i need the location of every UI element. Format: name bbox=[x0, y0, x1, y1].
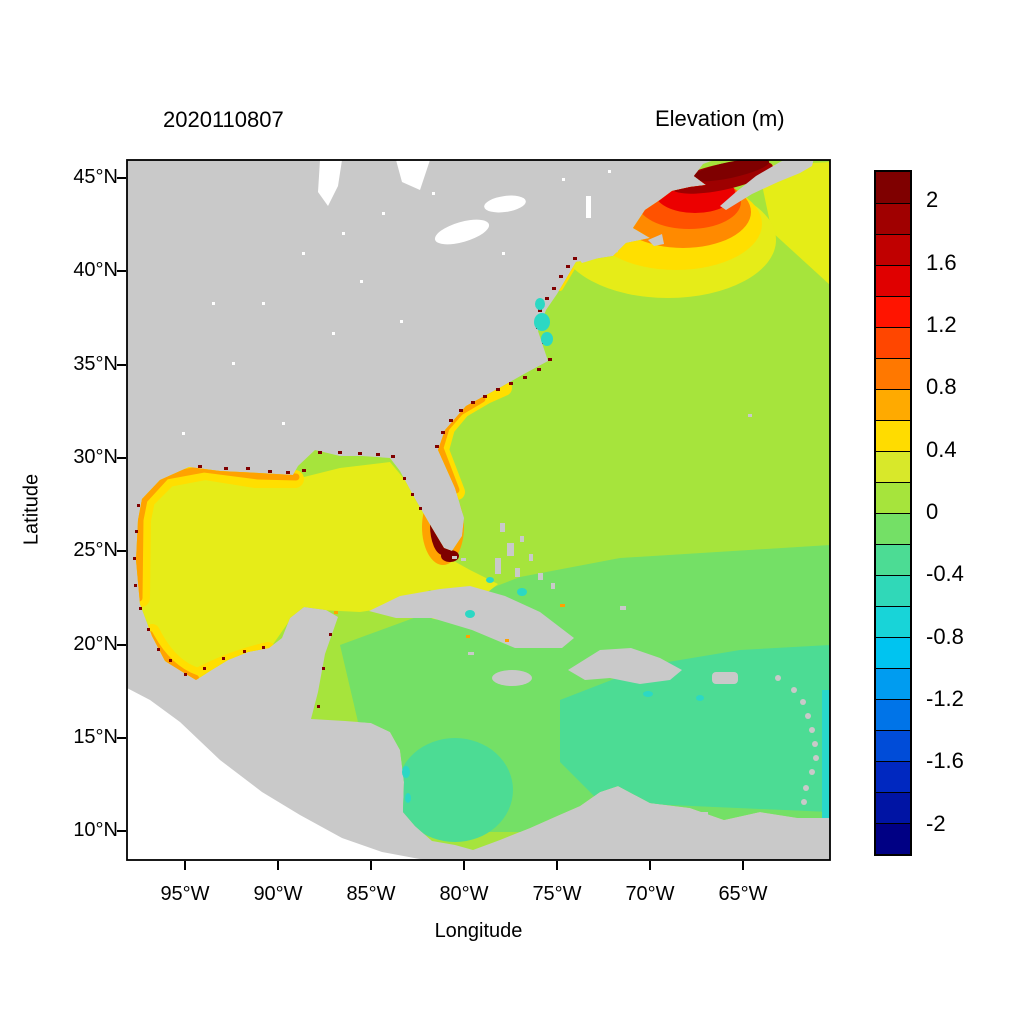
lake-erie bbox=[434, 219, 490, 245]
y-tick-mark bbox=[117, 363, 126, 366]
y-tick-mark bbox=[117, 177, 126, 179]
turks-caicos bbox=[620, 606, 626, 610]
colorbar-band bbox=[876, 358, 910, 389]
colorbar-tick-label: 1.6 bbox=[926, 249, 957, 275]
colorbar-band bbox=[876, 544, 910, 575]
gulf-of-mexico-region bbox=[136, 462, 498, 680]
colorbar-tick-label: 0 bbox=[926, 499, 939, 524]
y-tick-label: 35°N bbox=[73, 352, 118, 375]
colorbar-tick-label: -1.6 bbox=[926, 748, 964, 774]
y-tick-mark bbox=[117, 550, 126, 553]
x-tick-label: 75°W bbox=[532, 883, 582, 905]
x-tick-mark bbox=[649, 861, 651, 870]
hispaniola-island bbox=[568, 648, 682, 684]
sw-caribbean-teal-region bbox=[397, 738, 513, 842]
se-caribbean-region bbox=[560, 645, 830, 812]
y-tick-label: 30°N bbox=[73, 445, 118, 468]
colorbar-band bbox=[876, 637, 910, 668]
pacific-outside-domain bbox=[127, 688, 425, 860]
lake-michigan bbox=[318, 160, 342, 206]
colorbar-band bbox=[876, 296, 910, 327]
colorbar-band bbox=[876, 451, 910, 482]
y-axis-label: Latitude bbox=[20, 473, 43, 546]
colorbar-tick-label: -0.4 bbox=[926, 561, 964, 587]
y-tick-label: 40°N bbox=[73, 259, 118, 282]
lake-ontario bbox=[484, 195, 526, 213]
colorbar-tick-label: -0.8 bbox=[926, 623, 964, 649]
bermuda-island bbox=[748, 414, 752, 417]
x-tick-mark bbox=[277, 861, 279, 870]
x-tick-label: 85°W bbox=[346, 883, 396, 905]
x-tick-label: 70°W bbox=[625, 883, 675, 905]
x-tick-mark bbox=[463, 861, 465, 870]
negative-anomaly-spots bbox=[402, 298, 704, 803]
lake-huron bbox=[396, 160, 430, 190]
y-tick-label: 45°N bbox=[73, 166, 118, 188]
coastal-orange-speckles bbox=[334, 604, 565, 642]
colorbar-band bbox=[876, 172, 910, 203]
colorbar-band bbox=[876, 761, 910, 792]
colorbar-band bbox=[876, 730, 910, 761]
date-title: 2020110807 bbox=[163, 107, 284, 132]
x-tick-label: 80°W bbox=[439, 883, 489, 905]
colorbar-band bbox=[876, 265, 910, 296]
jamaica-island bbox=[492, 670, 532, 686]
y-tick-label: 10°N bbox=[73, 819, 118, 842]
colorbar-tick-label: 0.4 bbox=[926, 436, 957, 462]
x-tick-mark bbox=[742, 861, 744, 870]
colorbar-band bbox=[876, 482, 910, 513]
trinidad-island bbox=[804, 818, 820, 828]
cayman-island bbox=[468, 652, 474, 655]
y-tick-mark bbox=[117, 830, 126, 833]
colorbar-tick-label: -1.2 bbox=[926, 686, 964, 712]
east-edge-cyan-sliver bbox=[822, 690, 830, 850]
colorbar-band bbox=[876, 327, 910, 358]
long-island bbox=[578, 248, 618, 263]
x-tick-label: 90°W bbox=[253, 883, 303, 905]
x-tick-label: 95°W bbox=[160, 883, 210, 905]
y-tick-mark bbox=[117, 643, 126, 646]
y-tick-label: 15°N bbox=[73, 725, 118, 748]
scotian-shelf-yellow-region bbox=[758, 162, 830, 285]
colorbar-band bbox=[876, 668, 910, 699]
x-axis-label: Longitude bbox=[434, 920, 523, 942]
y-tick-label: 25°N bbox=[73, 539, 118, 562]
colorbar-tick-label: -2 bbox=[926, 810, 946, 836]
colorbar-tick-label: 0.8 bbox=[926, 374, 957, 400]
colorbar-band bbox=[876, 234, 910, 265]
colorbar-tick-label: 1.2 bbox=[926, 311, 957, 337]
colorbar-band bbox=[876, 389, 910, 420]
colorbar-band bbox=[876, 823, 910, 854]
colorbar-band bbox=[876, 513, 910, 544]
y-tick-mark bbox=[117, 736, 126, 739]
colorbar bbox=[874, 170, 912, 856]
y-tick-mark bbox=[117, 456, 126, 459]
colorbar-title: Elevation (m) bbox=[655, 106, 785, 131]
colorbar-tick-label: 2 bbox=[926, 187, 939, 213]
colorbar-band bbox=[876, 575, 910, 606]
x-tick-label: 65°W bbox=[718, 883, 768, 905]
bay-of-fundy-maroon bbox=[690, 160, 770, 182]
x-tick-mark bbox=[184, 861, 186, 870]
x-tick-mark bbox=[556, 861, 558, 870]
colorbar-band bbox=[876, 420, 910, 451]
cape-cod bbox=[648, 234, 664, 246]
lake-champlain bbox=[586, 196, 591, 218]
x-tick-mark bbox=[370, 861, 372, 870]
margarita-island bbox=[700, 812, 708, 816]
lakes-group bbox=[182, 160, 611, 435]
plot-border bbox=[126, 159, 831, 861]
colorbar-band bbox=[876, 699, 910, 730]
puerto-rico-island bbox=[712, 672, 738, 684]
colorbar-band bbox=[876, 792, 910, 823]
nova-scotia-peninsula bbox=[720, 160, 814, 210]
y-tick-mark bbox=[117, 270, 126, 273]
colorbar-band bbox=[876, 606, 910, 637]
colorbar-band bbox=[876, 203, 910, 234]
y-tick-label: 20°N bbox=[73, 632, 118, 655]
